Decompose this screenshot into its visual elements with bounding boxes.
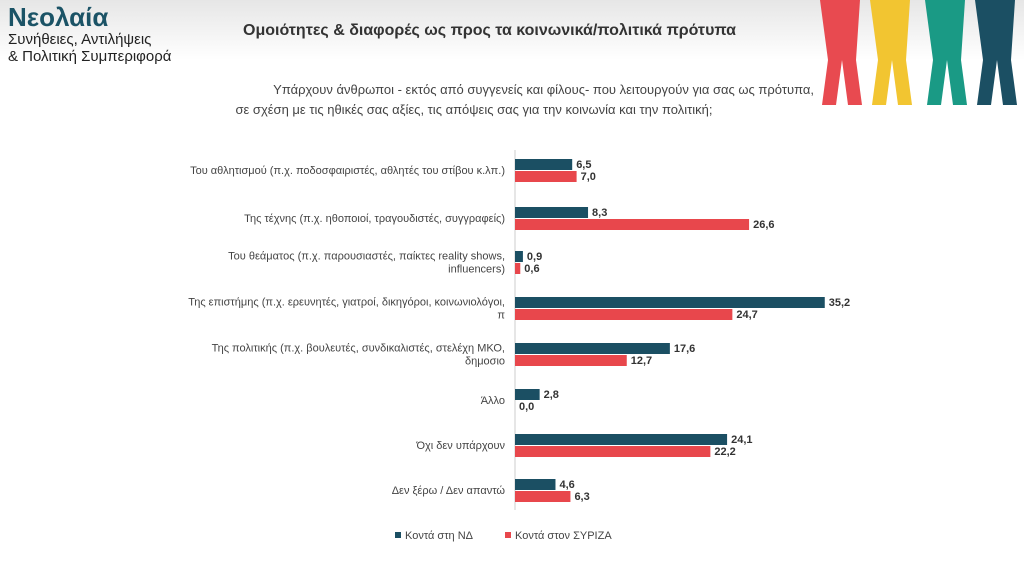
legend-label: Κοντά στον ΣΥΡΙΖΑ [515,530,612,542]
data-label: 12,7 [631,355,652,367]
people-silhouettes-logo [820,0,1017,105]
bar [515,159,573,170]
slide-title: Ομοιότητες & διαφορές ως προς τα κοινωνι… [243,22,737,39]
bar [515,479,556,490]
data-label: 17,6 [674,343,695,355]
data-label: 7,0 [581,171,596,183]
category-label: Δεν ξέρω / Δεν απαντώ [392,485,506,497]
category-label: Άλλο [481,395,505,407]
brand-subtitle-1: Συνήθειες, Αντιλήψεις [8,31,152,48]
silhouette-figure [820,0,862,105]
bar [515,343,670,354]
brand-subtitle-2: & Πολιτική Συμπεριφορά [8,48,172,65]
bar [515,491,571,502]
bar [515,389,540,400]
bar [515,207,589,218]
bar-chart: Του αθλητισμού (π.χ. ποδοσφαιριστές, αθλ… [188,150,850,542]
category-label: π [497,310,505,322]
data-label: 8,3 [592,207,607,219]
data-label: 4,6 [559,479,574,491]
bar [515,251,523,262]
category-label: δημοσιο [465,356,505,368]
bar [515,355,627,366]
data-label: 24,7 [736,309,757,321]
data-label: 6,5 [576,159,591,171]
bar [515,434,728,445]
legend-swatch [395,532,401,538]
silhouette-figure [925,0,967,105]
bar [515,309,733,320]
data-label: 0,9 [527,251,542,263]
silhouette-figure [975,0,1017,105]
bar [515,297,825,308]
category-label: Της τέχνης (π.χ. ηθοποιοί, τραγουδιστές,… [244,213,505,225]
bar [515,446,711,457]
legend-swatch [505,532,511,538]
brand-title: Νεολαία [8,2,109,32]
bar [515,263,521,274]
data-label: 6,3 [574,491,589,503]
data-label: 0,0 [519,401,534,413]
bar [515,219,750,230]
category-label: Της πολιτικής (π.χ. βουλευτές, συνδικαλι… [212,343,505,355]
category-label: Της επιστήμης (π.χ. ερευνητές, γιατροί, … [188,297,505,309]
bar [515,171,577,182]
data-label: 22,2 [714,446,735,458]
data-label: 24,1 [731,434,752,446]
data-label: 2,8 [544,389,559,401]
category-label: Του αθλητισμού (π.χ. ποδοσφαιριστές, αθλ… [190,165,505,177]
data-label: 0,6 [524,263,539,275]
category-label: Του θεάματος (π.χ. παρουσιαστές, παίκτες… [228,251,505,263]
data-label: 26,6 [753,219,774,231]
legend-label: Κοντά στη ΝΔ [405,530,474,542]
silhouette-figure [870,0,912,105]
data-label: 35,2 [829,297,850,309]
category-label: influencers) [448,264,505,276]
question-line-2: σε σχέση με τις ηθικές σας αξίες, τις απ… [235,102,713,117]
category-label: Όχι δεν υπάρχουν [415,440,505,452]
question-line-1: Υπάρχουν άνθρωποι - εκτός από συγγενείς … [273,82,814,97]
